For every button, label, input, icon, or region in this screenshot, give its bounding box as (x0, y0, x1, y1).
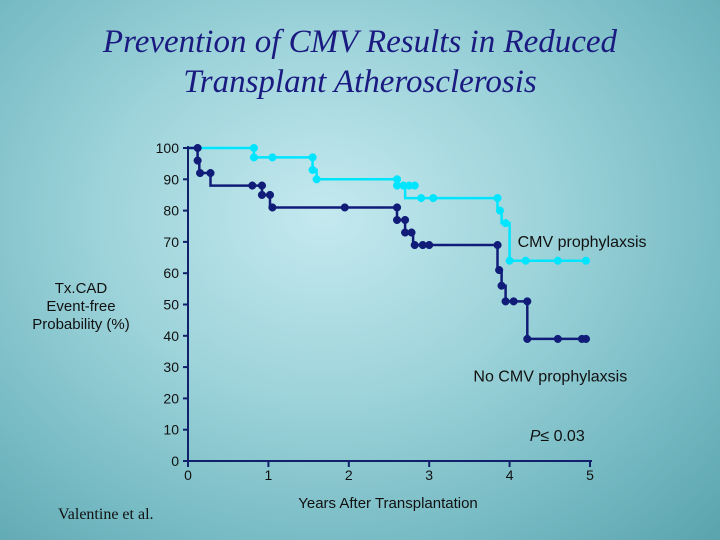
no-cmv-prophylaxis-marker (206, 168, 215, 178)
y-axis-label-line-1: Tx.CAD (54, 280, 108, 297)
no-cmv-prophylaxis-marker (248, 181, 257, 190)
x-tick-label: 1 (265, 467, 273, 483)
y-tick-label: 40 (163, 328, 179, 344)
x-tick-label: 0 (184, 467, 192, 483)
x-tick-label: 4 (506, 467, 514, 483)
title-line-1: Prevention of CMV Results in Reduced (102, 24, 618, 60)
cmv-prophylaxis-marker (521, 256, 530, 265)
y-tick-label: 20 (163, 390, 179, 406)
y-axis-label: Tx.CAD Event-free Probability (%) (20, 280, 142, 334)
no-cmv-prophylaxis-marker (392, 215, 402, 225)
no-cmv-prophylaxis-marker (193, 143, 202, 153)
x-tick-label: 3 (425, 467, 433, 483)
cmv-prophylaxis-marker (505, 256, 514, 265)
y-axis-label-line-3: Probability (%) (32, 316, 130, 333)
annotation-cmv-prophylaxis: CMV prophylaxsis (518, 234, 647, 251)
cmv-prophylaxis-marker (308, 165, 317, 174)
y-tick-label: 100 (156, 140, 180, 156)
cmv-prophylaxis-marker (429, 194, 438, 203)
y-tick-label: 10 (163, 422, 179, 438)
y-tick-label: 80 (163, 203, 179, 219)
cmv-prophylaxis-marker (308, 153, 317, 162)
cmv-prophylaxis-marker (581, 256, 591, 265)
cmv-prophylaxis-marker (495, 206, 505, 215)
annotation-no-cmv-prophylaxis: No CMV prophylaxsis (473, 368, 627, 385)
cmv-prophylaxis-marker (268, 153, 277, 162)
annotation-p-value: P≤ 0.03 (530, 428, 585, 445)
no-cmv-prophylaxis-marker (497, 281, 506, 290)
no-cmv-prophylaxis-marker (257, 190, 267, 199)
no-cmv-prophylaxis-marker (193, 156, 202, 165)
no-cmv-prophylaxis-marker (501, 297, 510, 306)
y-tick-label: 90 (163, 171, 179, 187)
citation: Valentine et al. (58, 506, 154, 523)
no-cmv-prophylaxis-marker (410, 240, 419, 250)
cmv-prophylaxis-marker (410, 181, 419, 190)
cmv-prophylaxis-marker (553, 256, 562, 265)
cmv-prophylaxis-marker (249, 143, 258, 153)
x-axis-label: Years After Transplantation (298, 495, 478, 512)
y-tick-label: 70 (163, 234, 179, 250)
no-cmv-prophylaxis-marker (401, 215, 410, 225)
x-tick-label: 2 (345, 467, 353, 483)
no-cmv-prophylaxis-marker (257, 181, 267, 190)
no-cmv-prophylaxis-marker (523, 297, 532, 306)
no-cmv-prophylaxis-marker (495, 266, 504, 275)
no-cmv-prophylaxis-marker (523, 334, 532, 343)
title-line-2: Transplant Atherosclerosis (183, 64, 537, 100)
cmv-prophylaxis-marker (501, 219, 510, 228)
no-cmv-prophylaxis-marker (340, 203, 349, 212)
p-value-text: ≤ 0.03 (540, 428, 584, 445)
no-cmv-prophylaxis-marker (265, 190, 275, 199)
no-cmv-prophylaxis-marker (425, 240, 434, 250)
cmv-prophylaxis-marker (249, 153, 258, 162)
y-tick-label: 50 (163, 297, 179, 313)
y-axis-label-line-2: Event-free (46, 298, 116, 315)
y-tick-label: 60 (163, 265, 179, 281)
no-cmv-prophylaxis-marker (392, 203, 402, 212)
cmv-prophylaxis-marker (417, 194, 426, 203)
no-cmv-prophylaxis-marker (509, 297, 518, 306)
no-cmv-prophylaxis-marker (493, 240, 502, 250)
slide-title: Prevention of CMV Results in Reduced Tra… (0, 22, 720, 102)
no-cmv-prophylaxis-marker (581, 334, 591, 343)
x-tick-label: 5 (586, 467, 594, 483)
no-cmv-prophylaxis-marker (407, 228, 416, 237)
p-value-symbol: P (530, 428, 541, 445)
no-cmv-prophylaxis-marker (553, 334, 562, 343)
cmv-prophylaxis-marker (493, 194, 502, 203)
cmv-prophylaxis-marker (312, 175, 321, 184)
y-tick-label: 0 (171, 453, 179, 469)
no-cmv-prophylaxis-marker (196, 168, 205, 178)
no-cmv-prophylaxis-marker (268, 203, 277, 212)
y-tick-label: 30 (163, 359, 179, 375)
